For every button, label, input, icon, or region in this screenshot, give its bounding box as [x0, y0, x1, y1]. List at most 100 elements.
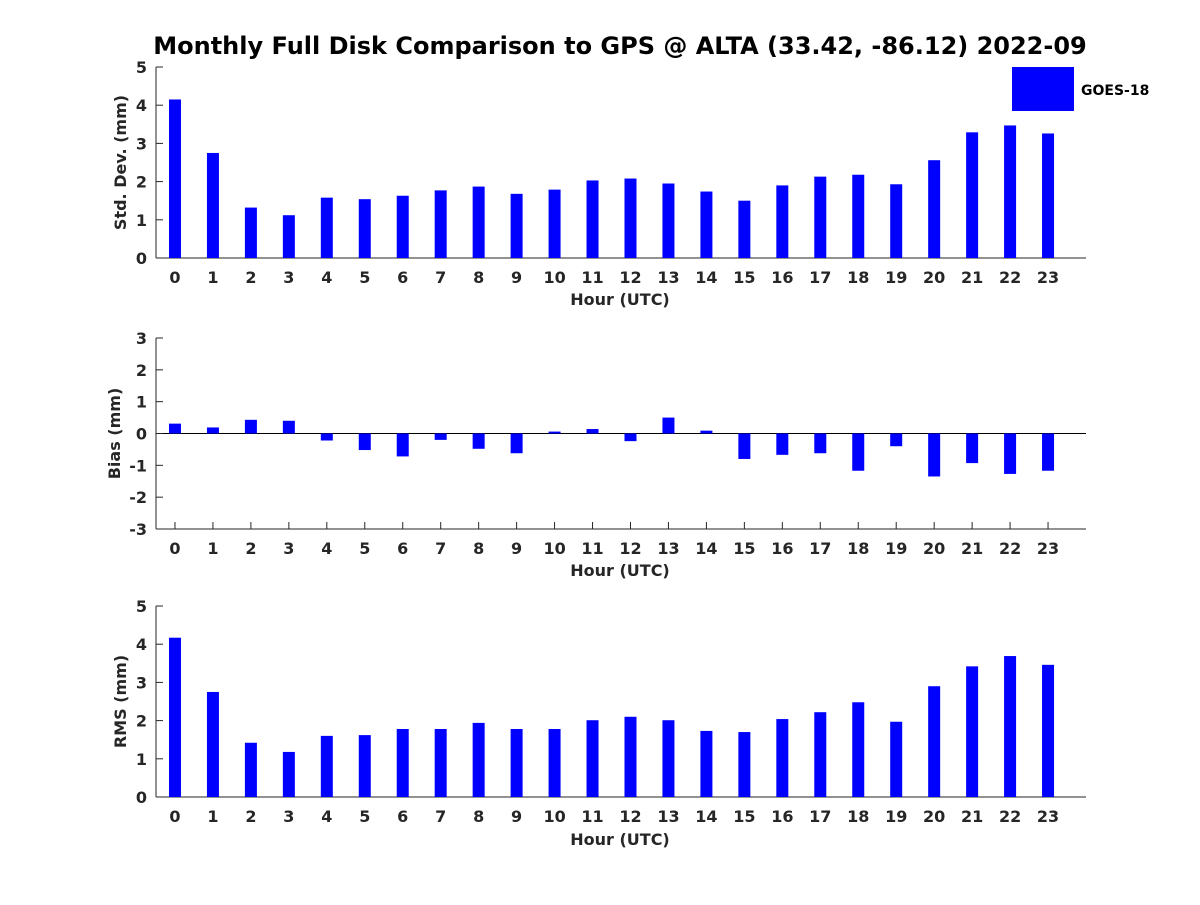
- y-tick-label: 2: [136, 712, 147, 731]
- x-tick-label: 12: [619, 807, 641, 826]
- bar-hour-20: [928, 433, 941, 477]
- x-tick-label: 18: [847, 539, 869, 558]
- bar-hour-10: [548, 189, 561, 258]
- bar-hour-8: [472, 186, 485, 258]
- x-tick-label: 5: [359, 268, 370, 287]
- x-tick-label: 3: [283, 539, 294, 558]
- x-tick-label: 1: [207, 539, 218, 558]
- bar-hour-4: [320, 197, 333, 258]
- x-tick-label: 11: [581, 268, 603, 287]
- bar-hour-2: [244, 419, 257, 434]
- x-tick-label: 14: [695, 807, 717, 826]
- x-tick-label: 8: [473, 268, 484, 287]
- bar-hour-16: [776, 185, 789, 258]
- x-tick-label: 8: [473, 539, 484, 558]
- x-tick-label: 7: [435, 268, 446, 287]
- bar-hour-0: [168, 99, 181, 258]
- y-tick-label: 4: [136, 635, 147, 654]
- bar-hour-9: [510, 193, 523, 258]
- bar-hour-23: [1042, 664, 1055, 797]
- bar-hour-8: [472, 433, 485, 449]
- bar-hour-13: [662, 720, 675, 797]
- legend-swatch: [1012, 67, 1074, 111]
- x-tick-label: 13: [657, 539, 679, 558]
- bar-hour-13: [662, 417, 675, 434]
- y-tick-label: -1: [129, 456, 147, 475]
- x-tick-label: 23: [1037, 268, 1059, 287]
- chart-title: Monthly Full Disk Comparison to GPS @ AL…: [153, 32, 1087, 60]
- y-tick-label: 2: [136, 173, 147, 192]
- legend-label: GOES-18: [1081, 83, 1149, 99]
- x-tick-label: 22: [999, 268, 1021, 287]
- x-tick-label: 0: [169, 539, 180, 558]
- x-tick-label: 4: [321, 268, 332, 287]
- y-tick-label: 1: [136, 211, 147, 230]
- x-tick-label: 15: [733, 539, 755, 558]
- bar-hour-6: [396, 729, 409, 797]
- x-tick-label: 21: [961, 807, 983, 826]
- bar-hour-5: [358, 433, 371, 451]
- bar-hour-3: [282, 420, 295, 434]
- x-tick-label: 13: [657, 268, 679, 287]
- bar-hour-4: [320, 735, 333, 797]
- x-tick-label: 17: [809, 539, 831, 558]
- x-tick-label: 7: [435, 807, 446, 826]
- bar-hour-22: [1004, 433, 1017, 474]
- x-tick-label: 19: [885, 539, 907, 558]
- y-tick-label: 0: [136, 788, 147, 807]
- bar-hour-21: [966, 433, 979, 464]
- bar-hour-4: [320, 433, 333, 441]
- x-tick-label: 22: [999, 807, 1021, 826]
- bar-hour-15: [738, 200, 751, 258]
- x-tick-label: 19: [885, 268, 907, 287]
- x-tick-label: 15: [733, 268, 755, 287]
- x-tick-label: 8: [473, 807, 484, 826]
- x-tick-label: 21: [961, 539, 983, 558]
- bar-hour-19: [890, 721, 903, 797]
- legend: GOES-18: [1012, 67, 1149, 111]
- bar-hour-0: [168, 637, 181, 797]
- bar-hour-17: [814, 712, 827, 797]
- y-tick-label: -3: [129, 520, 147, 539]
- x-tick-label: 0: [169, 268, 180, 287]
- bar-hour-7: [434, 433, 447, 440]
- bar-hour-18: [852, 433, 865, 471]
- bar-hour-0: [168, 423, 181, 434]
- bar-hour-16: [776, 719, 789, 797]
- bar-hour-2: [244, 742, 257, 797]
- y-tick-label: 3: [136, 134, 147, 153]
- x-tick-label: 20: [923, 807, 945, 826]
- bar-hour-12: [624, 433, 637, 442]
- x-tick-label: 20: [923, 268, 945, 287]
- bar-hour-10: [548, 431, 561, 434]
- bar-hour-21: [966, 132, 979, 258]
- x-tick-label: 7: [435, 539, 446, 558]
- x-tick-label: 11: [581, 807, 603, 826]
- bar-hour-20: [928, 686, 941, 797]
- x-tick-label: 23: [1037, 539, 1059, 558]
- y-tick-label: 5: [136, 58, 147, 77]
- bar-hour-2: [244, 207, 257, 258]
- x-tick-label: 12: [619, 268, 641, 287]
- bar-hour-11: [586, 429, 599, 434]
- bar-hour-3: [282, 215, 295, 258]
- x-tick-label: 18: [847, 268, 869, 287]
- x-tick-label: 17: [809, 268, 831, 287]
- bar-hour-11: [586, 180, 599, 258]
- x-tick-label: 11: [581, 539, 603, 558]
- x-tick-label: 14: [695, 268, 717, 287]
- bar-hour-9: [510, 729, 523, 797]
- x-tick-label: 6: [397, 807, 408, 826]
- x-tick-label: 12: [619, 539, 641, 558]
- bar-hour-13: [662, 183, 675, 258]
- x-tick-label: 21: [961, 268, 983, 287]
- x-tick-label: 2: [245, 268, 256, 287]
- bar-hour-11: [586, 720, 599, 797]
- y-tick-label: 5: [136, 597, 147, 616]
- y-axis-label: Std. Dev. (mm): [111, 95, 130, 230]
- y-tick-label: -2: [129, 488, 147, 507]
- bar-hour-16: [776, 433, 789, 455]
